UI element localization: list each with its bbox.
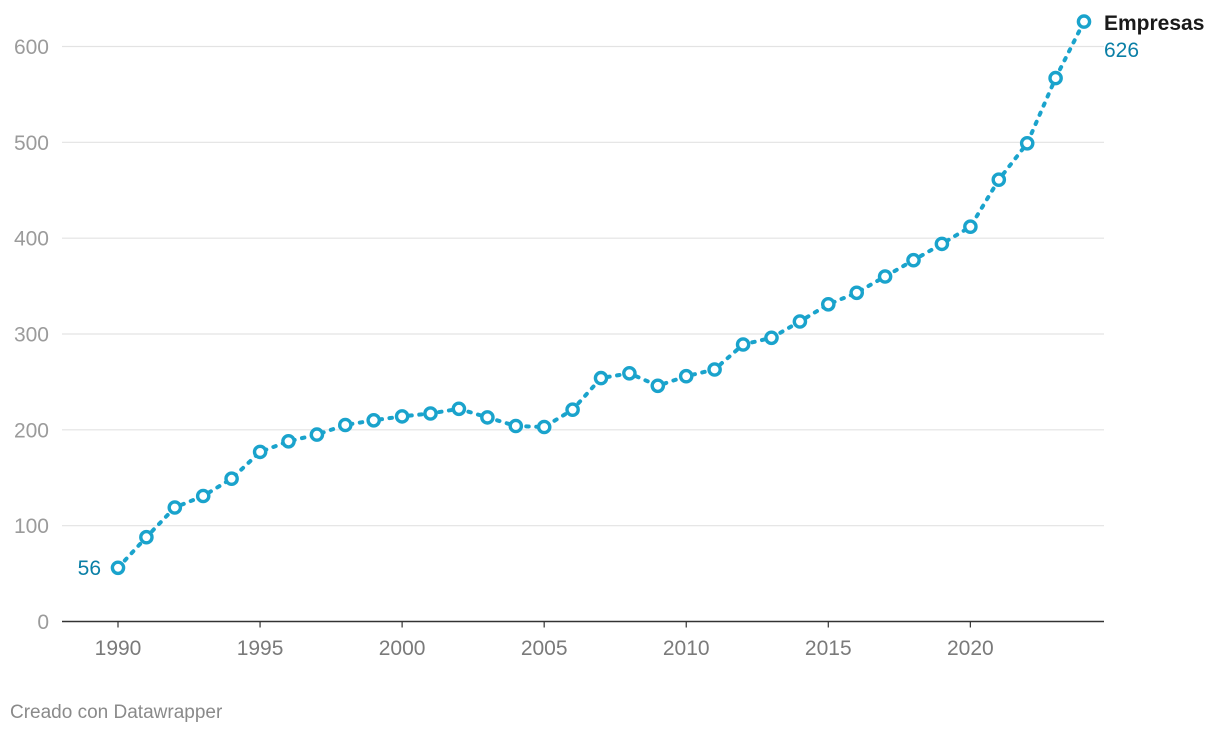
data-point-2017 xyxy=(877,269,893,284)
data-point-2001 xyxy=(423,406,438,421)
data-point-2013 xyxy=(764,330,779,346)
data-point-1990 xyxy=(110,560,126,576)
data-point-2016 xyxy=(849,285,865,301)
data-point-2015 xyxy=(821,296,836,312)
data-point-2003 xyxy=(480,410,495,425)
data-point-2020 xyxy=(963,219,978,234)
data-point-1992 xyxy=(167,500,183,515)
data-point-2009 xyxy=(650,378,666,394)
data-point-1994 xyxy=(224,471,239,487)
data-point-2021 xyxy=(991,172,1007,187)
y-tick-label-200: 200 xyxy=(14,419,49,442)
data-point-1998 xyxy=(337,417,353,433)
x-axis: 1990 1995 2000 2005 2010 2015 2020 xyxy=(62,620,1104,660)
data-point-2006 xyxy=(565,402,580,418)
y-tick-label-0: 0 xyxy=(37,611,49,634)
x-tick-label-2005: 2005 xyxy=(521,637,568,660)
data-point-2010 xyxy=(678,368,694,384)
data-point-1997 xyxy=(309,427,325,442)
y-tick-label-500: 500 xyxy=(14,132,49,155)
first-value-label: 56 xyxy=(78,557,101,580)
data-point-2023 xyxy=(1048,70,1063,86)
data-point-2018 xyxy=(906,252,921,268)
x-tick-label-2010: 2010 xyxy=(663,637,710,660)
y-tick-label-300: 300 xyxy=(14,324,49,347)
y-axis: 0 100 200 300 400 500 600 xyxy=(14,36,49,634)
data-point-2005 xyxy=(536,419,552,435)
data-point-1991 xyxy=(139,529,154,545)
series-label-empresas: Empresas xyxy=(1104,12,1204,35)
x-tick-label-1995: 1995 xyxy=(237,637,284,660)
series-empresas xyxy=(110,14,1092,576)
data-point-2012 xyxy=(735,337,751,352)
data-point-2014 xyxy=(792,314,808,329)
data-point-1993 xyxy=(195,488,211,504)
footer-credit: Creado con Datawrapper xyxy=(10,702,223,723)
y-tick-label-600: 600 xyxy=(14,36,49,59)
last-value-label: 626 xyxy=(1104,39,1139,62)
data-point-2008 xyxy=(622,365,637,381)
x-tick-label-2000: 2000 xyxy=(379,637,426,660)
data-point-2019 xyxy=(934,236,950,252)
y-tick-label-400: 400 xyxy=(14,228,49,251)
grid-lines xyxy=(62,45,1104,527)
x-tick-label-1990: 1990 xyxy=(95,637,142,660)
data-point-1999 xyxy=(366,412,382,428)
x-tick-label-2020: 2020 xyxy=(947,637,994,660)
data-point-2024 xyxy=(1076,14,1092,29)
data-point-2022 xyxy=(1019,135,1035,151)
data-point-1996 xyxy=(281,433,296,449)
data-point-2000 xyxy=(394,409,410,424)
series-line-empresas xyxy=(116,19,1086,570)
data-point-2007 xyxy=(593,370,609,386)
annotations: Empresas 626 56 xyxy=(78,12,1205,580)
data-point-1995 xyxy=(252,444,268,460)
data-point-2011 xyxy=(707,362,722,377)
x-tick-label-2015: 2015 xyxy=(805,637,852,660)
data-point-2004 xyxy=(508,418,524,434)
data-point-2002 xyxy=(451,401,467,417)
y-tick-label-100: 100 xyxy=(14,515,49,538)
